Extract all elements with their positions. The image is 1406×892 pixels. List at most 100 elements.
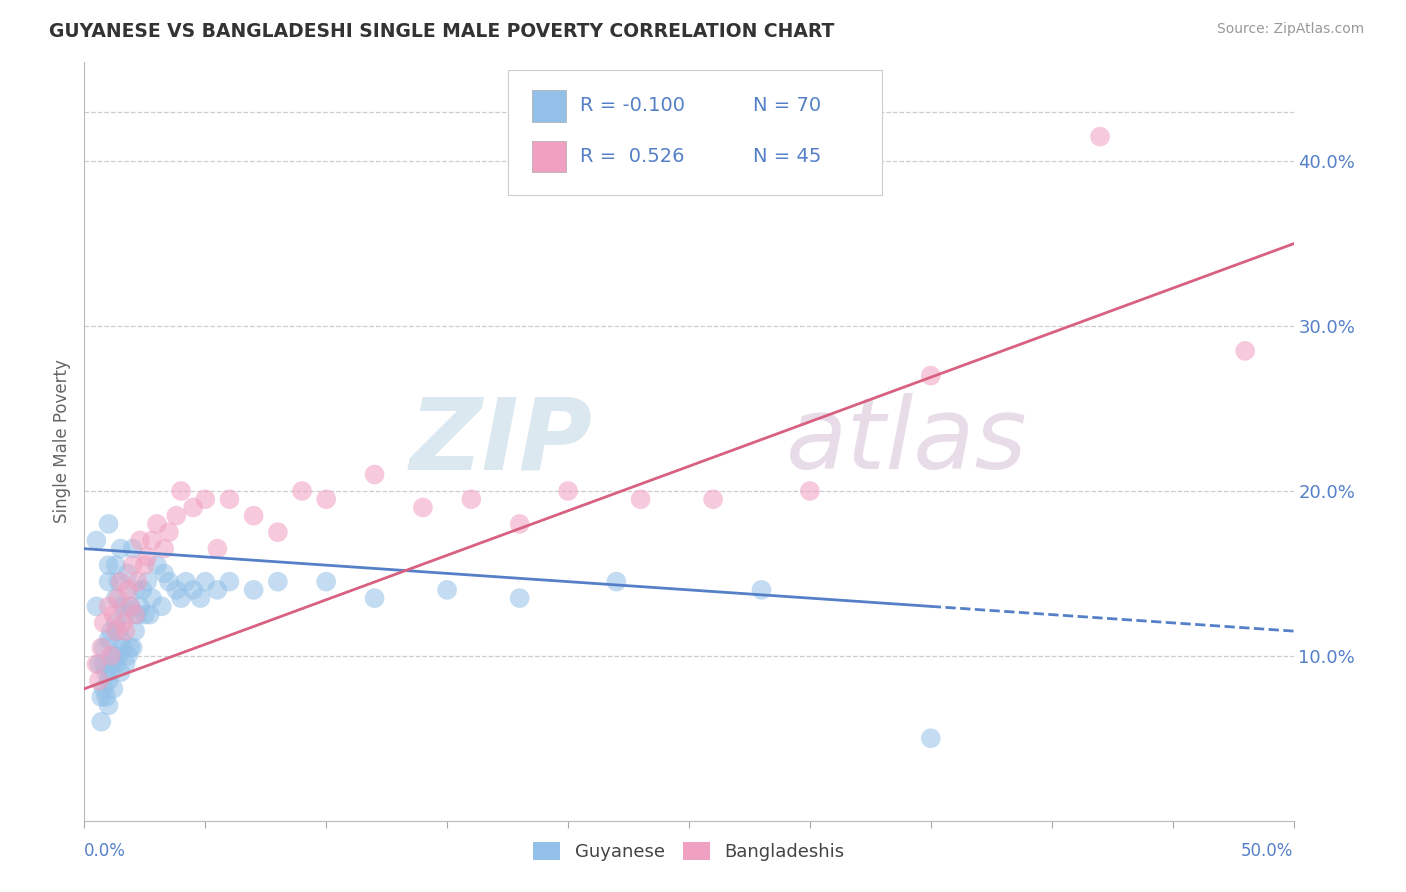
- Point: [194, 492, 217, 507]
- Point: [93, 640, 115, 655]
- Point: [157, 525, 180, 540]
- Point: [104, 591, 127, 606]
- Point: [141, 591, 163, 606]
- Point: [799, 483, 821, 498]
- Point: [103, 607, 125, 622]
- Point: [146, 558, 169, 573]
- Point: [146, 516, 169, 531]
- Point: [207, 582, 229, 597]
- Point: [605, 574, 627, 589]
- Text: GUYANESE VS BANGLADESHI SINGLE MALE POVERTY CORRELATION CHART: GUYANESE VS BANGLADESHI SINGLE MALE POVE…: [49, 22, 835, 41]
- Point: [114, 607, 136, 622]
- Point: [129, 533, 152, 548]
- Point: [194, 574, 217, 589]
- Point: [315, 492, 337, 507]
- Point: [920, 731, 942, 746]
- Point: [242, 582, 264, 597]
- Point: [110, 665, 132, 680]
- Point: [124, 582, 146, 597]
- Point: [107, 648, 129, 663]
- Point: [291, 483, 314, 498]
- Point: [104, 615, 127, 630]
- Point: [86, 533, 108, 548]
- Point: [104, 624, 127, 639]
- Point: [920, 368, 942, 383]
- Text: R =  0.526: R = 0.526: [581, 147, 685, 166]
- Point: [315, 574, 337, 589]
- Point: [157, 574, 180, 589]
- Point: [94, 690, 117, 704]
- Point: [630, 492, 652, 507]
- Point: [107, 574, 129, 589]
- Point: [363, 591, 385, 606]
- Point: [87, 657, 110, 671]
- Point: [117, 566, 139, 581]
- Point: [104, 657, 127, 671]
- Point: [129, 599, 152, 614]
- Point: [207, 541, 229, 556]
- Point: [242, 508, 264, 523]
- Point: [509, 516, 531, 531]
- Point: [124, 624, 146, 639]
- Point: [131, 582, 153, 597]
- Point: [90, 690, 112, 704]
- Point: [97, 698, 120, 713]
- Point: [103, 681, 125, 696]
- Point: [114, 624, 136, 639]
- Point: [97, 673, 120, 688]
- Point: [121, 558, 143, 573]
- Point: [107, 591, 129, 606]
- Point: [134, 558, 156, 573]
- Point: [751, 582, 773, 597]
- Point: [100, 665, 122, 680]
- Point: [90, 640, 112, 655]
- FancyBboxPatch shape: [508, 70, 883, 195]
- Point: [181, 582, 204, 597]
- Point: [114, 657, 136, 671]
- Point: [117, 648, 139, 663]
- Point: [436, 582, 458, 597]
- FancyBboxPatch shape: [531, 141, 565, 172]
- Point: [190, 591, 212, 606]
- Point: [218, 492, 240, 507]
- Point: [170, 591, 193, 606]
- Point: [90, 714, 112, 729]
- Point: [153, 541, 176, 556]
- Point: [86, 657, 108, 671]
- Point: [120, 640, 142, 655]
- Point: [124, 607, 146, 622]
- Text: 0.0%: 0.0%: [84, 842, 127, 860]
- Point: [127, 607, 149, 622]
- Point: [93, 657, 115, 671]
- Point: [165, 582, 187, 597]
- Point: [86, 599, 108, 614]
- Point: [100, 648, 122, 663]
- Point: [93, 681, 115, 696]
- Point: [181, 500, 204, 515]
- Point: [97, 632, 120, 647]
- Point: [97, 599, 120, 614]
- Point: [174, 574, 197, 589]
- Point: [557, 483, 579, 498]
- Text: ZIP: ZIP: [409, 393, 592, 490]
- Point: [120, 599, 142, 614]
- Text: 50.0%: 50.0%: [1241, 842, 1294, 860]
- Point: [103, 648, 125, 663]
- Point: [138, 607, 160, 622]
- Y-axis label: Single Male Poverty: Single Male Poverty: [53, 359, 72, 524]
- Point: [134, 607, 156, 622]
- Point: [121, 541, 143, 556]
- Text: atlas: atlas: [786, 393, 1028, 490]
- Point: [97, 558, 120, 573]
- Point: [87, 673, 110, 688]
- Point: [104, 558, 127, 573]
- Point: [120, 599, 142, 614]
- Point: [509, 591, 531, 606]
- Point: [107, 624, 129, 639]
- Text: Source: ZipAtlas.com: Source: ZipAtlas.com: [1216, 22, 1364, 37]
- Point: [267, 525, 290, 540]
- Point: [702, 492, 724, 507]
- Point: [97, 516, 120, 531]
- Point: [93, 615, 115, 630]
- Text: N = 45: N = 45: [754, 147, 821, 166]
